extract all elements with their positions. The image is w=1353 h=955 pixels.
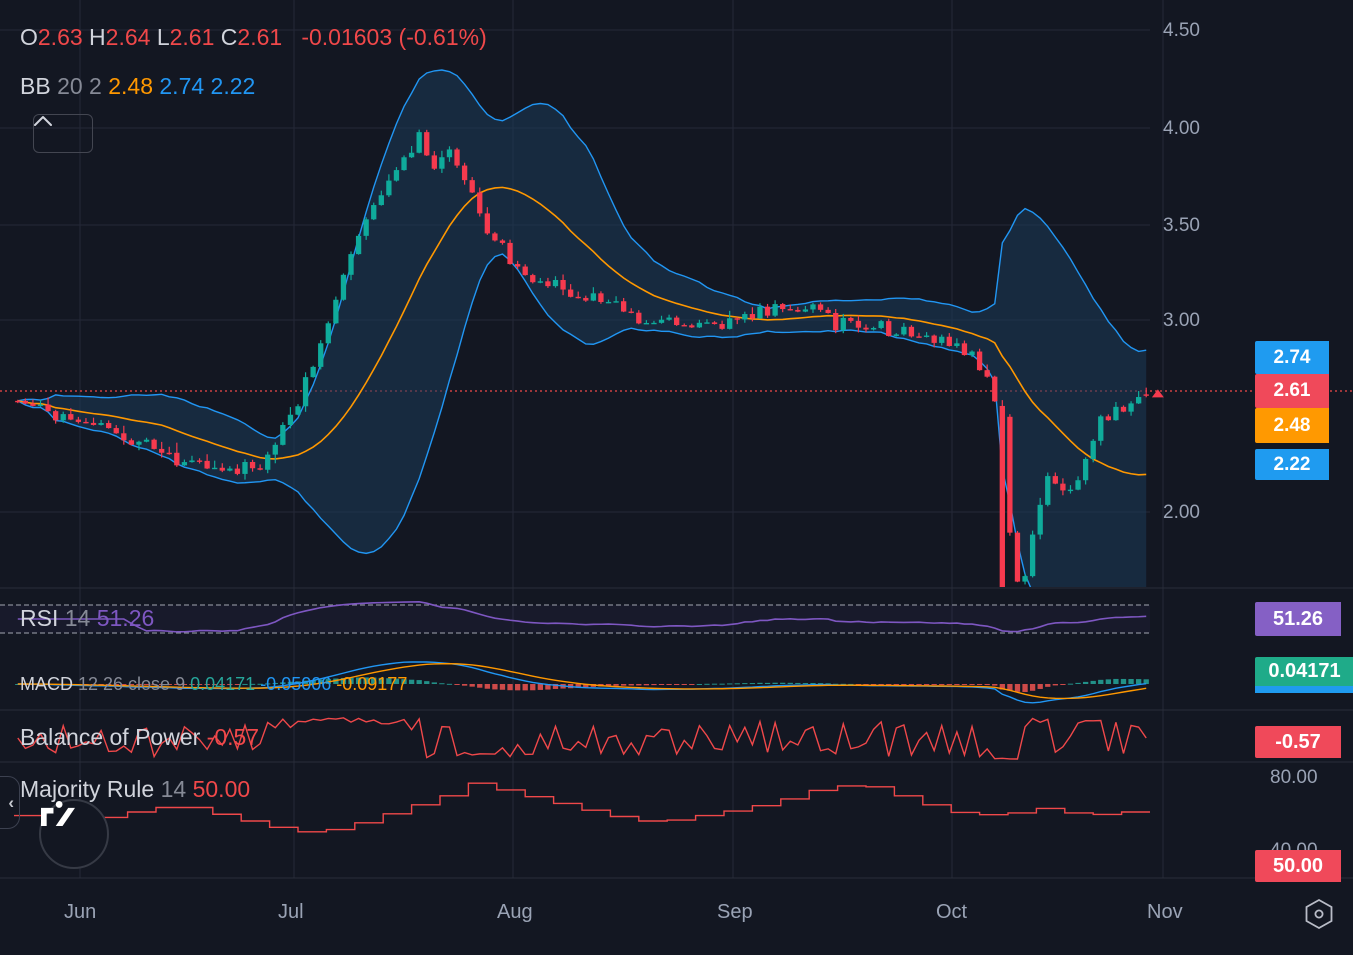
svg-text:Nov: Nov <box>1147 901 1183 923</box>
svg-text:Sep: Sep <box>717 901 753 923</box>
svg-text:Aug: Aug <box>497 901 533 923</box>
svg-text:3.50: 3.50 <box>1163 215 1200 236</box>
svg-text:4.00: 4.00 <box>1163 118 1200 139</box>
svg-text:Jul: Jul <box>278 901 304 923</box>
svg-text:Oct: Oct <box>936 901 968 923</box>
svg-text:Jun: Jun <box>64 901 96 923</box>
svg-text:3.00: 3.00 <box>1163 310 1200 331</box>
svg-text:2.00: 2.00 <box>1163 502 1200 523</box>
svg-text:4.50: 4.50 <box>1163 20 1200 41</box>
